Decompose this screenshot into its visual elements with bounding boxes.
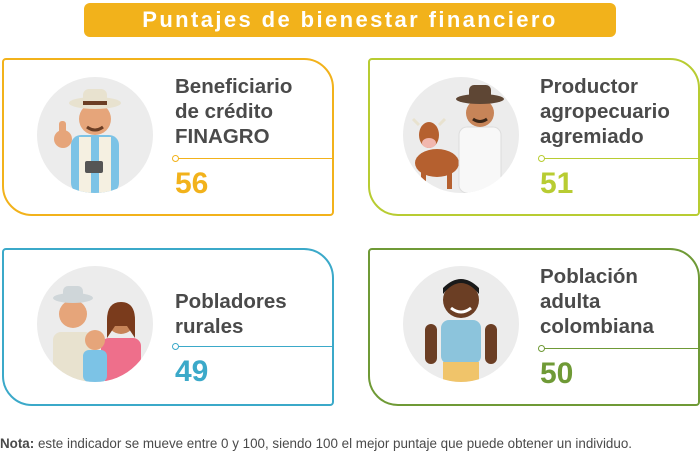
adult-man-icon [403, 266, 519, 382]
divider [172, 343, 332, 350]
card-label: Población adulta colombiana [540, 265, 654, 338]
score-value: 56 [175, 167, 209, 200]
card-label: Pobladores rurales [175, 290, 287, 338]
score-value: 51 [540, 167, 574, 200]
card-label: Productor agropecuario agremiado [540, 75, 670, 148]
rural-family-icon [37, 266, 153, 382]
page-title: Puntajes de bienestar financiero [142, 7, 558, 32]
card-colombian-adults [368, 248, 700, 406]
divider [538, 345, 698, 352]
rancher-with-cow-icon [403, 77, 519, 193]
score-value: 49 [175, 355, 209, 388]
divider [538, 155, 698, 162]
title-banner: Puntajes de bienestar financiero [84, 3, 616, 37]
card-label: Beneficiario de crédito FINAGRO [175, 75, 293, 148]
footnote-prefix: Nota: [0, 436, 35, 451]
score-value: 50 [540, 357, 574, 390]
divider [172, 155, 332, 162]
footnote: Nota: este indicador se mueve entre 0 y … [0, 435, 700, 452]
farmer-thumbs-up-icon [37, 77, 153, 193]
footnote-text: este indicador se mueve entre 0 y 100, s… [34, 436, 632, 451]
